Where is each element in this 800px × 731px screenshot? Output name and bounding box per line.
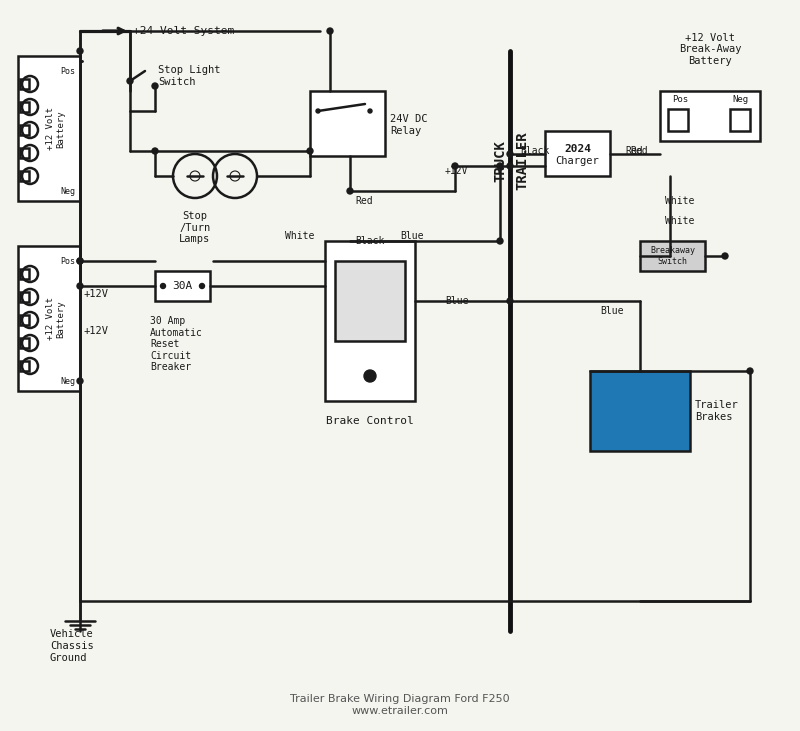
- Text: Black: Black: [355, 236, 384, 246]
- Bar: [18, 56, 80, 201]
- Bar: [155, 271, 210, 301]
- Text: Red: Red: [630, 146, 648, 156]
- Circle shape: [347, 188, 353, 194]
- Circle shape: [507, 151, 513, 157]
- Text: White: White: [665, 196, 694, 206]
- Text: White: White: [285, 231, 314, 241]
- Text: Red: Red: [625, 146, 642, 156]
- Text: 30A: 30A: [172, 281, 193, 291]
- Text: +12 Volt
Battery: +12 Volt Battery: [46, 107, 66, 151]
- Circle shape: [152, 83, 158, 89]
- Bar: [20, 79, 29, 89]
- Bar: [18, 246, 80, 391]
- Circle shape: [77, 283, 83, 289]
- Text: Neg: Neg: [61, 186, 75, 195]
- Circle shape: [507, 298, 513, 304]
- Text: Red: Red: [355, 196, 373, 206]
- Circle shape: [77, 258, 83, 264]
- Circle shape: [497, 163, 503, 169]
- Circle shape: [368, 109, 372, 113]
- Bar: [20, 102, 29, 112]
- Circle shape: [77, 48, 83, 54]
- Text: TRUCK: TRUCK: [493, 140, 507, 182]
- Circle shape: [161, 284, 166, 289]
- Text: +12V: +12V: [83, 289, 108, 299]
- Bar: [668, 109, 688, 131]
- Circle shape: [327, 28, 333, 34]
- Text: Charger: Charger: [556, 156, 599, 167]
- Circle shape: [77, 258, 83, 264]
- Text: Pos: Pos: [672, 94, 688, 104]
- Circle shape: [316, 109, 320, 113]
- Text: Neg: Neg: [732, 94, 748, 104]
- Text: +12 Volt
Break-Away
Battery: +12 Volt Break-Away Battery: [678, 33, 742, 66]
- Text: TRAILER: TRAILER: [515, 132, 529, 190]
- Text: Blue: Blue: [400, 231, 423, 241]
- Bar: [20, 315, 29, 325]
- Circle shape: [452, 163, 458, 169]
- Bar: [20, 361, 29, 371]
- Bar: [20, 269, 29, 279]
- Bar: [545, 131, 610, 176]
- Bar: [20, 148, 29, 158]
- Circle shape: [307, 148, 313, 154]
- Bar: [20, 171, 29, 181]
- Text: 24V DC: 24V DC: [390, 113, 427, 124]
- Bar: [325, 241, 415, 401]
- Circle shape: [127, 78, 133, 84]
- Circle shape: [152, 148, 158, 154]
- Text: Trailer Brake Wiring Diagram Ford F250
www.etrailer.com: Trailer Brake Wiring Diagram Ford F250 w…: [290, 694, 510, 716]
- Circle shape: [199, 284, 205, 289]
- Text: +12 Volt
Battery: +12 Volt Battery: [46, 298, 66, 341]
- Text: Relay: Relay: [390, 126, 422, 137]
- Text: White: White: [665, 216, 694, 226]
- Bar: [20, 338, 29, 348]
- Text: Pos: Pos: [61, 257, 75, 265]
- Bar: [590, 371, 690, 451]
- Text: Blue: Blue: [600, 306, 623, 316]
- Text: Black: Black: [520, 146, 550, 156]
- Bar: [310, 91, 385, 156]
- Bar: [640, 241, 705, 271]
- Text: Trailer
Brakes: Trailer Brakes: [695, 400, 738, 422]
- Circle shape: [507, 163, 513, 169]
- Text: Stop
/Turn
Lamps: Stop /Turn Lamps: [179, 211, 210, 244]
- Text: Pos: Pos: [61, 67, 75, 75]
- Text: Brake Control: Brake Control: [326, 416, 414, 426]
- Circle shape: [497, 238, 503, 244]
- Bar: [660, 91, 760, 141]
- Bar: [335, 261, 405, 341]
- Bar: [730, 109, 750, 131]
- Circle shape: [747, 368, 753, 374]
- Text: +12V: +12V: [445, 166, 469, 176]
- Text: Breakaway
Switch: Breakaway Switch: [650, 246, 695, 265]
- Circle shape: [722, 253, 728, 259]
- Bar: [20, 292, 29, 302]
- Text: +12V: +12V: [83, 326, 108, 336]
- Text: Neg: Neg: [61, 376, 75, 385]
- Text: Vehicle
Chassis
Ground: Vehicle Chassis Ground: [50, 629, 94, 662]
- Bar: [20, 125, 29, 135]
- Text: Blue: Blue: [445, 296, 469, 306]
- Circle shape: [77, 378, 83, 384]
- Text: Stop Light
Switch: Stop Light Switch: [158, 65, 221, 87]
- Text: +24 Volt System: +24 Volt System: [133, 26, 234, 36]
- Text: 2024: 2024: [564, 143, 591, 154]
- Circle shape: [364, 370, 376, 382]
- Text: 30 Amp
Automatic
Reset
Circuit
Breaker: 30 Amp Automatic Reset Circuit Breaker: [150, 316, 203, 372]
